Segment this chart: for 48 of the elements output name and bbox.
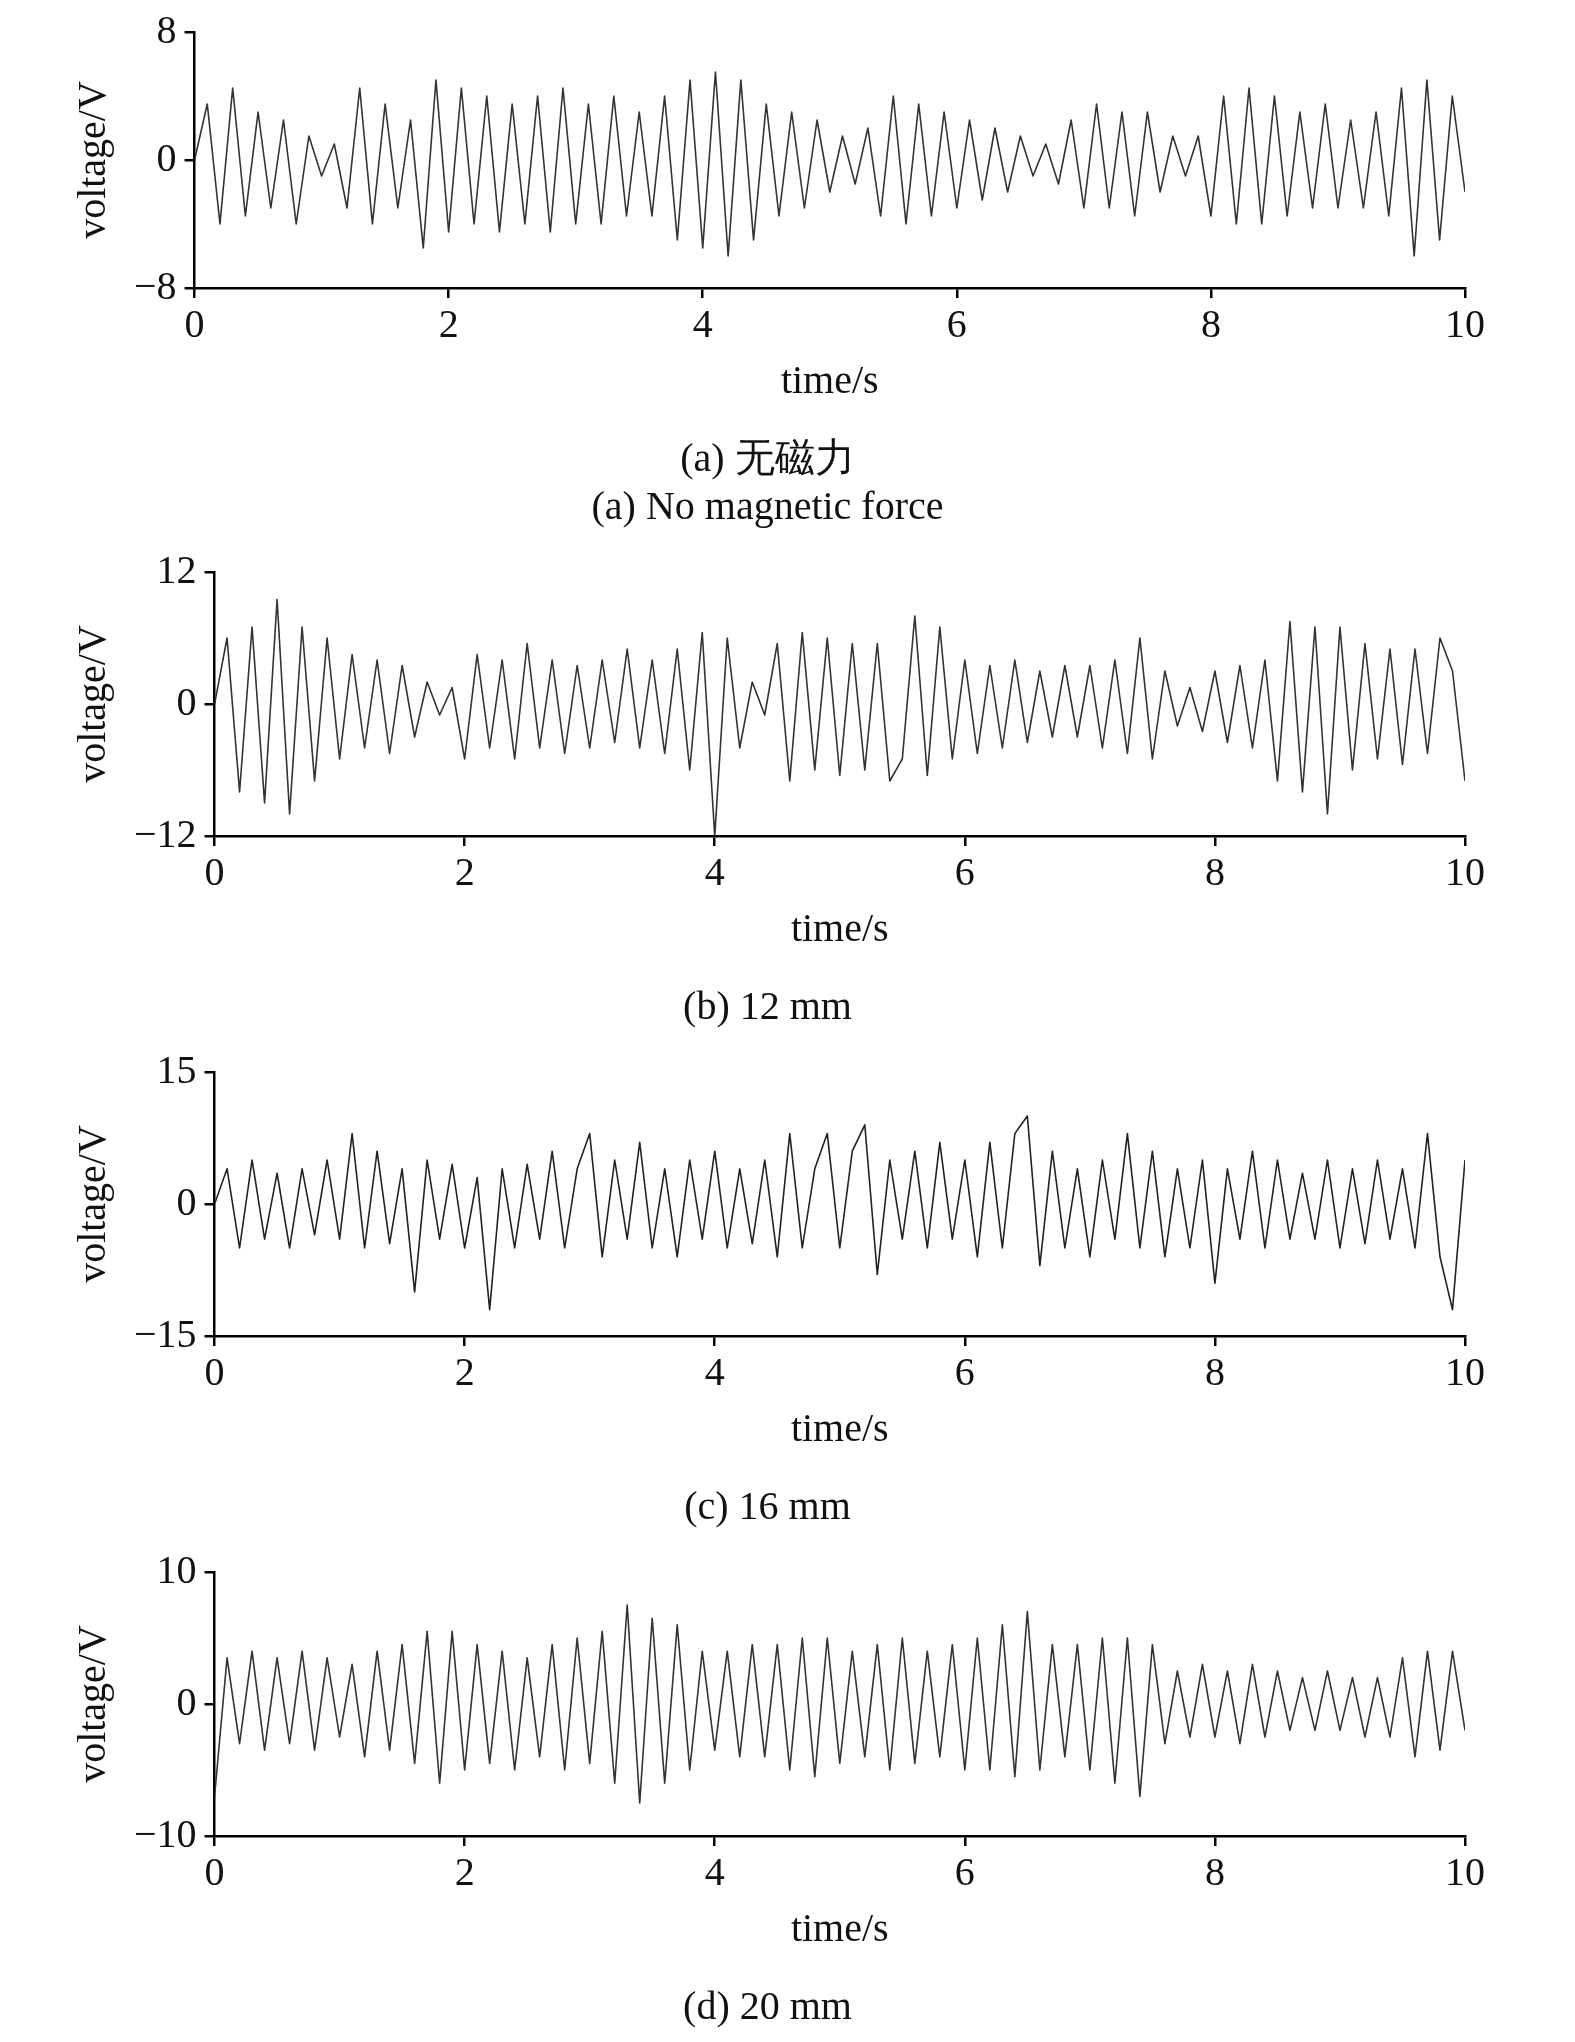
x-tick-label: 10 bbox=[1445, 848, 1485, 894]
y-axis-title: voltage/V bbox=[68, 1125, 114, 1283]
y-tick-label: 15 bbox=[156, 1046, 197, 1092]
x-tick-label: 2 bbox=[454, 1848, 475, 1894]
x-tick-label: 10 bbox=[1445, 1848, 1485, 1894]
x-tick-label: 4 bbox=[704, 1848, 725, 1894]
y-tick-label: 0 bbox=[156, 134, 177, 180]
x-axis-title: time/s bbox=[790, 1404, 889, 1450]
x-tick-label: 6 bbox=[954, 848, 975, 894]
x-axis-title: time/s bbox=[780, 356, 879, 402]
x-tick-label: 10 bbox=[1445, 1348, 1485, 1394]
x-tick-label: 2 bbox=[438, 300, 459, 346]
y-tick-label: 0 bbox=[176, 1678, 197, 1724]
x-axis-title: time/s bbox=[790, 1904, 889, 1950]
y-tick-label: −15 bbox=[134, 1310, 197, 1356]
x-tick-label: 0 bbox=[204, 1348, 225, 1394]
x-tick-label: 8 bbox=[1204, 1348, 1225, 1394]
y-axis-title: voltage/V bbox=[68, 1625, 114, 1783]
y-tick-label: 0 bbox=[176, 1178, 197, 1224]
x-tick-label: 6 bbox=[954, 1848, 975, 1894]
y-axis-title: voltage/V bbox=[68, 625, 114, 783]
x-tick-label: 4 bbox=[704, 848, 725, 894]
y-tick-label: 8 bbox=[156, 6, 177, 52]
y-tick-label: 12 bbox=[156, 546, 197, 592]
text: (b) 12 mm bbox=[683, 982, 852, 1028]
text: (a) 无磁力 bbox=[680, 434, 855, 480]
x-tick-label: 6 bbox=[954, 1348, 975, 1394]
x-tick-label: 6 bbox=[946, 300, 967, 346]
y-axis-title: voltage/V bbox=[68, 81, 114, 239]
x-tick-label: 8 bbox=[1204, 848, 1225, 894]
x-tick-label: 2 bbox=[454, 1348, 475, 1394]
x-tick-label: 10 bbox=[1445, 300, 1485, 346]
x-tick-label: 4 bbox=[692, 300, 713, 346]
x-tick-label: 4 bbox=[704, 1348, 725, 1394]
y-tick-label: −8 bbox=[134, 262, 177, 308]
x-tick-label: 8 bbox=[1204, 1848, 1225, 1894]
x-tick-label: 2 bbox=[454, 848, 475, 894]
y-tick-label: 10 bbox=[156, 1546, 197, 1592]
x-tick-label: 8 bbox=[1200, 300, 1221, 346]
y-tick-label: −12 bbox=[134, 810, 197, 856]
text: (a) No magnetic force bbox=[591, 482, 944, 528]
text: (d) 20 mm bbox=[683, 1982, 852, 2028]
y-tick-label: 0 bbox=[176, 678, 197, 724]
x-tick-label: 0 bbox=[204, 1848, 225, 1894]
y-tick-label: −10 bbox=[134, 1810, 197, 1856]
x-axis-title: time/s bbox=[790, 904, 889, 950]
x-tick-label: 0 bbox=[204, 848, 225, 894]
text: (c) 16 mm bbox=[684, 1482, 851, 1528]
